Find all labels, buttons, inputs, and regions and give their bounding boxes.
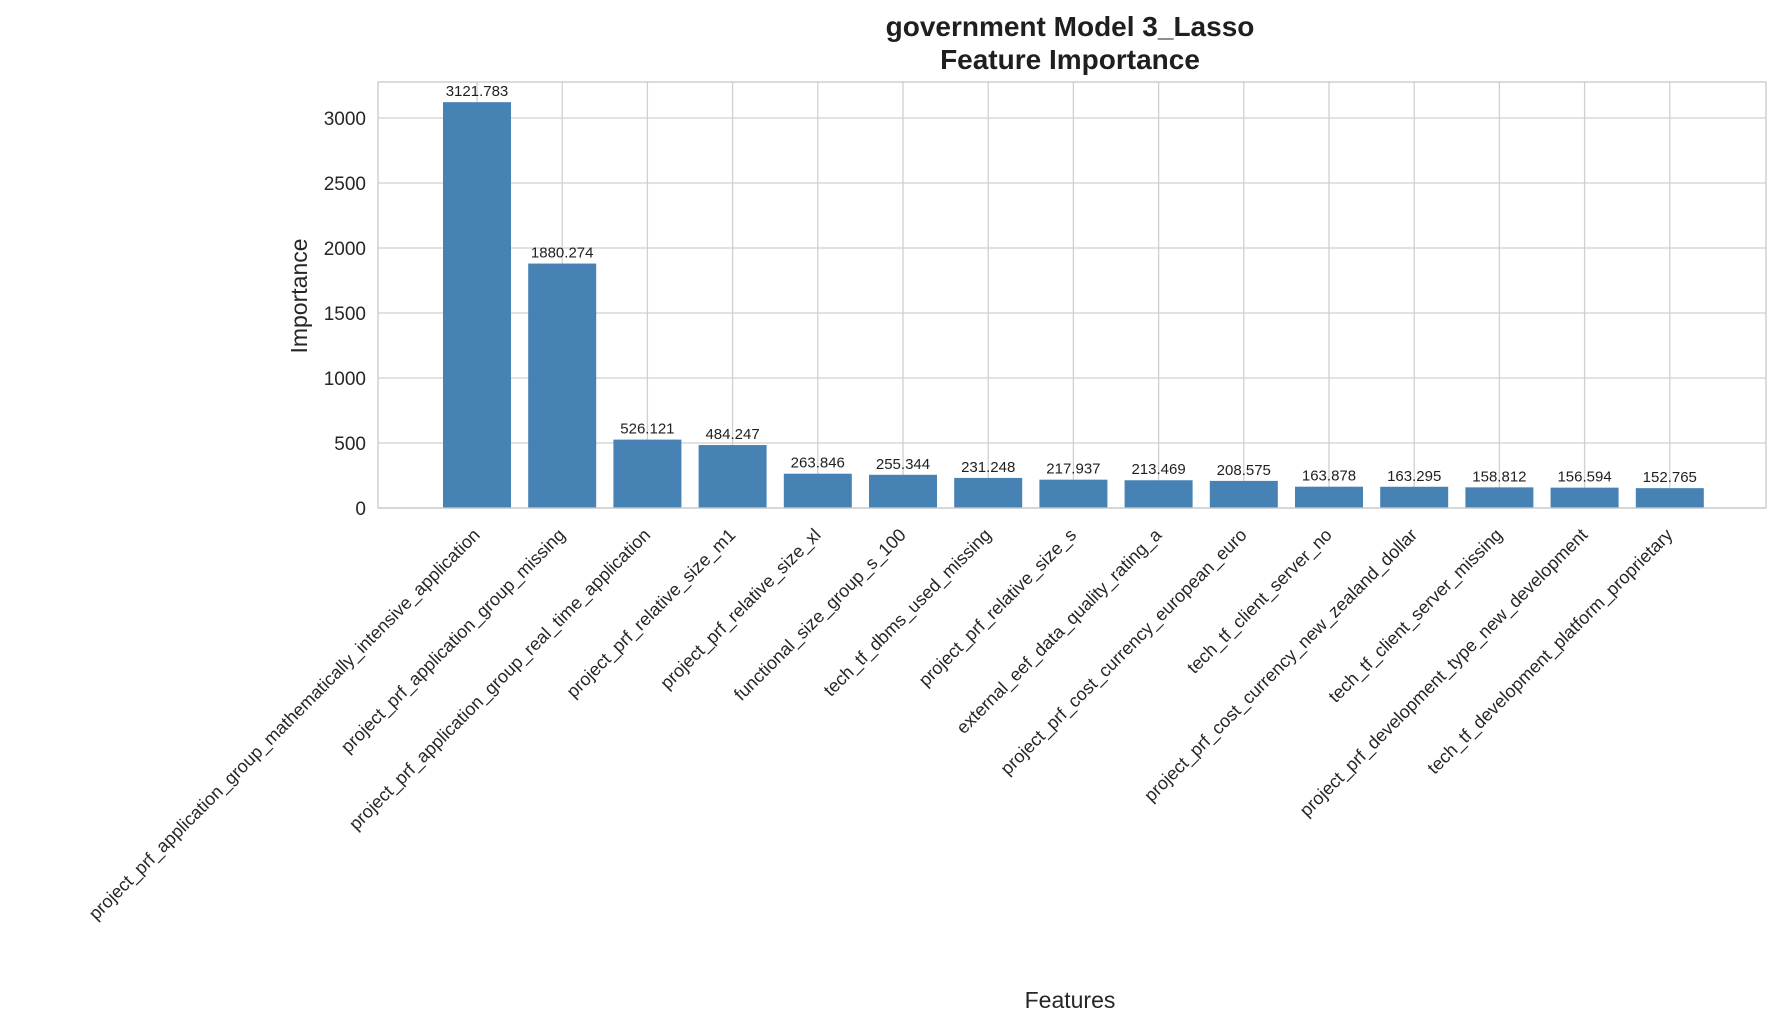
x-tick-label: project_prf_relative_size_s [915,525,1081,691]
value-label: 156.594 [1557,469,1611,486]
value-label: 152.765 [1643,469,1697,486]
y-tick-label: 0 [355,499,366,520]
bar-12 [1465,487,1534,508]
bar-11 [1380,486,1449,508]
y-tick-label: 2500 [324,174,366,195]
value-label: 526.121 [620,421,674,438]
x-tick-label: project_prf_application_group_mathematic… [85,525,485,925]
bar-0 [443,102,511,509]
bar-3 [698,445,767,508]
value-label: 208.575 [1217,462,1271,479]
bar-9 [1209,480,1278,508]
x-tick-label: project_prf_development_type_new_develop… [1296,525,1592,821]
plot-frame [377,81,1767,509]
value-label: 3121.783 [446,83,509,100]
value-label: 1880.274 [531,245,594,262]
bar-4 [783,473,852,508]
y-axis-label: Importance [286,238,312,353]
value-label: 263.846 [791,455,845,472]
x-tick-label: project_prf_application_group_real_time_… [345,525,655,835]
value-label: 255.344 [876,456,930,473]
value-label: 158.812 [1472,468,1526,485]
x-tick-labels-layer: project_prf_application_group_mathematic… [85,524,1678,924]
bar-14 [1635,488,1704,508]
y-tick-labels-layer: 0 500 1000 1500 2000 2500 3000 [324,109,366,520]
grid-layer [378,82,1766,509]
bars-layer [443,102,1704,509]
x-tick-label: project_prf_relative_size_xl [656,525,825,694]
value-label: 213.469 [1131,461,1185,478]
x-axis-label: Features [1025,987,1116,1013]
bar-1 [528,263,597,508]
x-tick-label: functional_size_group_s_100 [730,525,910,705]
x-tick-label: tech_tf_client_server_missing [1324,525,1507,708]
x-tick-label: tech_tf_client_server_no [1183,525,1337,679]
y-tick-label: 3000 [324,109,366,130]
chart-title: government Model 3_Lasso [886,11,1255,42]
bar-13 [1550,487,1619,508]
bar-10 [1295,486,1363,508]
value-label: 163.878 [1302,468,1356,485]
bar-7 [1039,479,1108,508]
y-tick-label: 1000 [324,369,366,390]
value-label: 484.247 [705,426,759,443]
y-tick-label: 2000 [324,239,366,260]
bar-8 [1124,480,1193,508]
x-tick-label: project_prf_relative_size_m1 [563,525,741,703]
x-tick-label: tech_tf_dbms_used_missing [820,525,996,701]
y-tick-label: 1500 [324,304,366,325]
value-label: 231.248 [961,459,1015,476]
bar-2 [613,439,682,508]
bar-5 [869,474,937,508]
chart-subtitle: Feature Importance [940,44,1200,75]
bar-6 [954,477,1023,508]
y-tick-label: 500 [334,434,366,455]
value-label: 217.937 [1046,461,1100,478]
value-label: 163.295 [1387,468,1441,485]
value-labels-layer: 3121.783 1880.274 526.121 484.247 263.846 255… [446,83,1697,486]
